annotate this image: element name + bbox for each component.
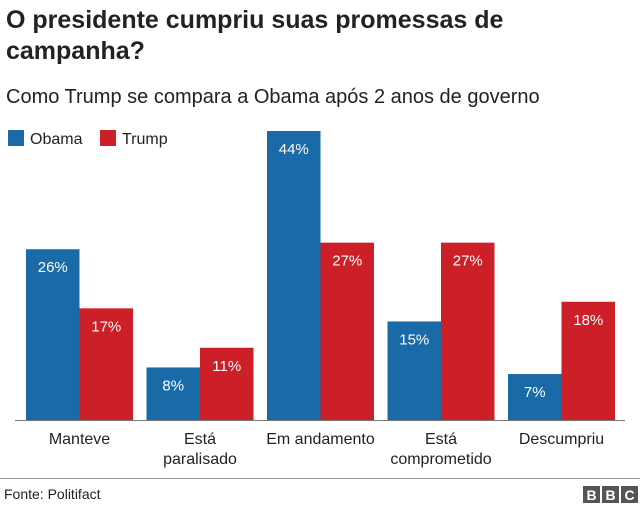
bar: [146, 367, 200, 420]
logo-box: [621, 486, 638, 503]
chart-subtitle: Como Trump se compara a Obama após 2 ano…: [6, 86, 540, 108]
legend-label: Obama: [30, 131, 83, 148]
logo-box: [602, 486, 619, 503]
value-label: 27%: [332, 253, 362, 270]
logo-letter: B: [605, 487, 615, 503]
value-label: 26%: [38, 259, 68, 276]
x-tick-label: Descumpriu: [518, 431, 605, 448]
legend-swatch: [100, 130, 116, 146]
value-label: 27%: [453, 253, 483, 270]
value-label: 18%: [573, 312, 603, 329]
x-tick-label: Está comprometido: [390, 431, 492, 468]
x-tick-label: Em andamento: [266, 431, 375, 448]
logo-letter: C: [624, 487, 634, 503]
legend-swatch: [8, 130, 24, 146]
bar: [267, 131, 321, 420]
bar: [79, 308, 133, 420]
value-label: 7%: [524, 384, 546, 401]
chart-title: O presidente cumpriu suas promessas de ca…: [6, 6, 503, 65]
bar: [320, 242, 374, 420]
legend-label: Trump: [122, 131, 168, 148]
x-tick-label: Está paralisado: [163, 431, 237, 468]
value-label: 17%: [91, 318, 121, 335]
logo-letter: B: [586, 487, 596, 503]
value-label: 11%: [212, 358, 241, 375]
bar: [200, 347, 254, 420]
bar: [441, 242, 495, 420]
bar: [26, 249, 80, 420]
logo-box: [583, 486, 600, 503]
value-label: 44%: [279, 141, 309, 158]
value-label: 15%: [399, 331, 429, 348]
value-label: 8%: [162, 377, 184, 394]
bar: [387, 321, 441, 420]
bar: [561, 301, 615, 420]
bar: [508, 374, 562, 420]
source: Fonte: Politifact: [4, 486, 101, 502]
x-tick-label: Manteve: [48, 431, 111, 448]
